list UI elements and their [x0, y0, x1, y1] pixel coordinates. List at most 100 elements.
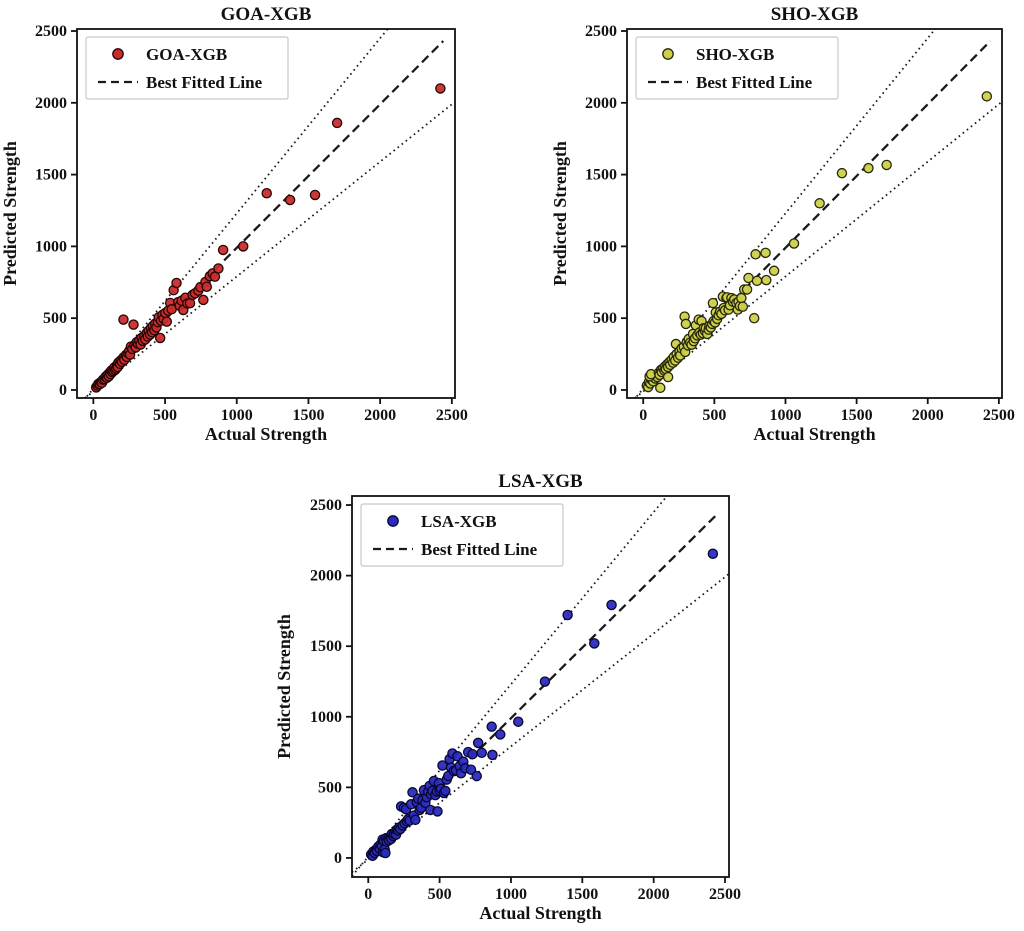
- data-point: [261, 188, 272, 199]
- data-point: [486, 721, 497, 732]
- y-tick-label: 500: [593, 310, 617, 327]
- data-point: [487, 749, 498, 761]
- data-point: [161, 316, 173, 327]
- best-fit-line: [94, 40, 445, 391]
- y-tick-label: 2000: [585, 95, 617, 112]
- lower-bound-line: [633, 101, 1002, 398]
- data-point: [760, 247, 771, 259]
- y-tick-label: 2000: [35, 95, 67, 112]
- x-tick-label: 2500: [709, 886, 741, 903]
- chart-svg-goa-xgb: 0 0 500 500 1000 1000 1500 1500 2000 2000 2500 2500…: [0, 4, 468, 444]
- data-point: [750, 249, 761, 260]
- x-tick-label: 500: [428, 886, 452, 903]
- legend-line-label: Best Fitted Line: [421, 540, 538, 559]
- data-point: [407, 787, 418, 798]
- data-point: [981, 91, 993, 102]
- chart-svg-lsa-xgb: 0 0 500 500 1000 1000 1500 1500 2000 2000 2500 2500…: [274, 471, 741, 923]
- x-axis-label: Actual Strength: [753, 424, 875, 444]
- data-point: [743, 272, 754, 284]
- data-point: [495, 729, 506, 740]
- y-tick-label: 1500: [310, 638, 342, 655]
- data-point: [284, 194, 296, 206]
- y-tick-label: 2500: [35, 23, 67, 40]
- x-tick-label: 2000: [364, 407, 396, 424]
- x-tick-label: 1500: [292, 407, 324, 424]
- y-tick-label: 2500: [585, 23, 617, 40]
- data-point: [863, 162, 874, 174]
- data-point: [476, 747, 487, 759]
- data-point: [737, 301, 749, 312]
- x-tick-label: 2500: [436, 407, 468, 424]
- data-point: [606, 599, 617, 611]
- y-tick-label: 0: [609, 382, 617, 399]
- legend-series-label: GOA-XGB: [146, 45, 227, 64]
- data-point: [201, 281, 213, 292]
- data-point: [154, 332, 166, 344]
- legend-series-label: LSA-XGB: [421, 512, 497, 531]
- data-point: [589, 638, 600, 649]
- chart-lsa-xgb: 0 0 500 500 1000 1000 1500 1500 2000 2000 2500 2500…: [256, 465, 768, 931]
- data-point: [471, 770, 482, 782]
- legend-marker-icon: [662, 48, 674, 60]
- upper-bound-line: [84, 29, 389, 398]
- data-point: [331, 117, 343, 129]
- data-point: [512, 716, 524, 727]
- data-point: [655, 382, 666, 394]
- chart-goa-xgb: 0 0 500 500 1000 1000 1500 1500 2000 2000 2500 2500…: [0, 0, 512, 462]
- legend-marker-icon: [387, 515, 399, 527]
- y-tick-label: 500: [43, 310, 67, 327]
- plot-frame: [351, 495, 730, 878]
- x-tick-label: 2000: [638, 886, 670, 903]
- plot-frame: [76, 28, 456, 399]
- x-tick-label: 1000: [221, 407, 253, 424]
- legend-box: [360, 503, 564, 567]
- data-point: [128, 319, 139, 330]
- data-point: [380, 847, 391, 859]
- x-tick-label: 1000: [769, 407, 801, 424]
- y-tick-label: 2500: [310, 497, 342, 514]
- data-point: [707, 297, 719, 309]
- legend-line-label: Best Fitted Line: [696, 73, 813, 92]
- y-axis-label: Predicted Strength: [274, 614, 294, 759]
- x-tick-label: 0: [364, 886, 372, 903]
- chart-sho-xgb: 0 0 500 500 1000 1000 1500 1500 2000 2000 2500 2500…: [512, 0, 1024, 462]
- y-tick-label: 0: [59, 382, 67, 399]
- data-point: [788, 238, 800, 249]
- y-tick-label: 1000: [35, 238, 67, 255]
- y-tick-label: 1500: [585, 167, 617, 184]
- data-point: [814, 198, 825, 209]
- legend: GOA-XGB Best Fitted Line: [85, 36, 289, 100]
- data-point: [237, 241, 249, 252]
- chart-svg-sho-xgb: 0 0 500 500 1000 1000 1500 1500 2000 2000 2500 2500…: [550, 4, 1015, 444]
- y-axis-label: Predicted Strength: [550, 141, 570, 286]
- x-tick-label: 500: [153, 407, 177, 424]
- data-point: [472, 737, 484, 749]
- data-point: [465, 764, 477, 775]
- data-point: [217, 244, 229, 256]
- y-tick-label: 0: [334, 850, 342, 867]
- data-point: [768, 265, 780, 277]
- plot-frame: [626, 28, 1003, 399]
- data-point: [562, 609, 573, 621]
- data-point: [432, 806, 443, 817]
- x-tick-label: 1500: [566, 886, 598, 903]
- fit-lines-group: [83, 29, 455, 398]
- legend: LSA-XGB Best Fitted Line: [360, 503, 564, 567]
- lower-bound-line: [352, 573, 729, 873]
- y-tick-label: 1500: [35, 167, 67, 184]
- data-point: [410, 814, 421, 826]
- y-tick-label: 2000: [310, 568, 342, 585]
- legend-marker-icon: [112, 48, 124, 60]
- data-point: [836, 167, 848, 179]
- y-axis-label: Predicted Strength: [0, 141, 20, 286]
- lower-bound-line: [83, 101, 455, 398]
- chart-title: SHO-XGB: [771, 4, 859, 25]
- data-point: [881, 159, 892, 171]
- best-fit-line: [644, 40, 992, 391]
- legend-box: [85, 36, 289, 100]
- scatter-series-goa-xgb: [90, 83, 446, 393]
- data-point: [435, 83, 446, 94]
- x-axis-label: Actual Strength: [479, 903, 601, 923]
- legend: SHO-XGB Best Fitted Line: [635, 36, 839, 100]
